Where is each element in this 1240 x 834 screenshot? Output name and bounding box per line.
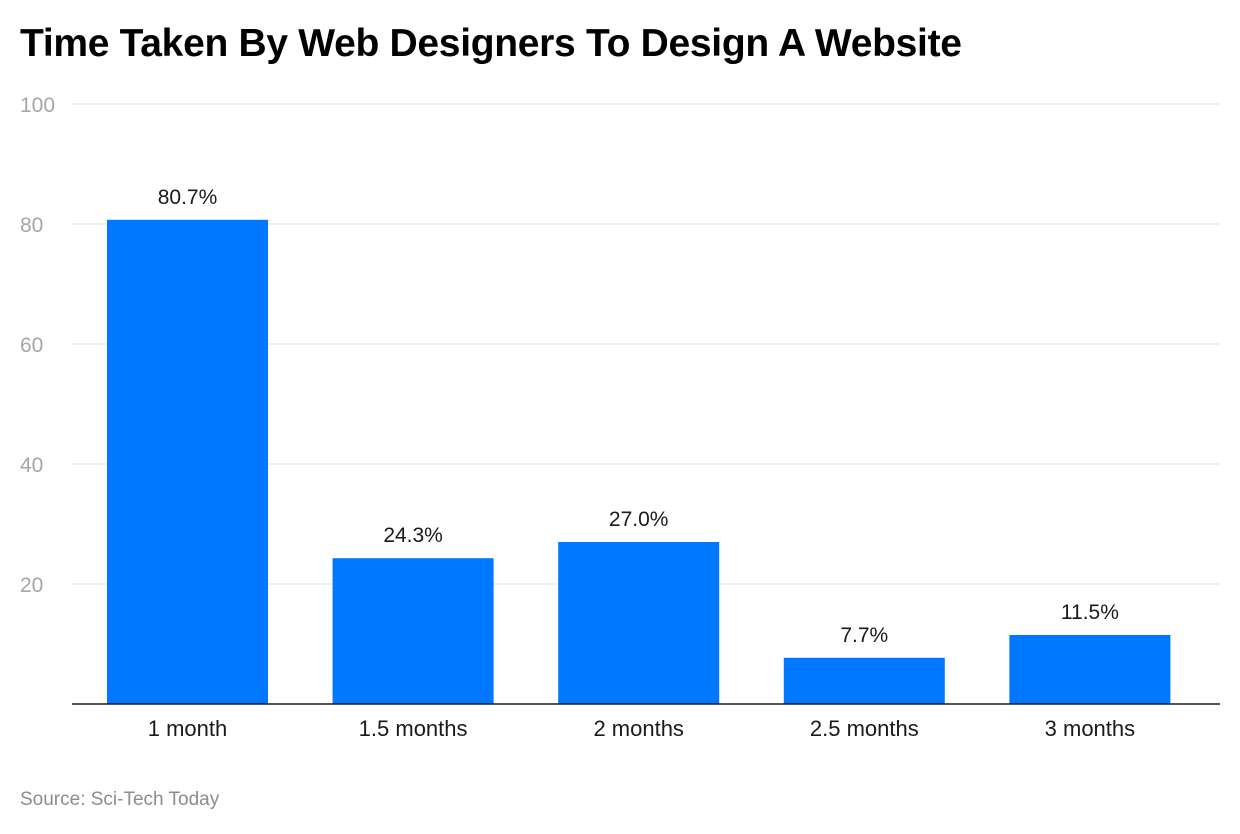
data-labels: 80.7% 24.3% 27.0% 7.7% 11.5% (158, 186, 1119, 647)
bars (107, 219, 1171, 705)
chart-title: Time Taken By Web Designers To Design A … (20, 22, 962, 65)
x-category-label: 2 months (593, 716, 684, 741)
bar (1009, 635, 1171, 704)
bar (783, 657, 945, 704)
data-label: 27.0% (609, 508, 669, 531)
bar (558, 542, 720, 704)
y-tick-label: 40 (20, 454, 43, 477)
data-label: 24.3% (383, 524, 443, 547)
data-label: 80.7% (158, 186, 218, 209)
source-note: Source: Sci-Tech Today (20, 789, 220, 810)
data-label: 11.5% (1061, 601, 1119, 624)
x-category-label: 3 months (1045, 716, 1136, 741)
x-category-label: 1.5 months (359, 716, 468, 741)
y-tick-label: 60 (20, 334, 43, 357)
x-category-label: 2.5 months (810, 716, 919, 741)
bar (332, 558, 494, 704)
bar (107, 219, 268, 705)
y-axis-ticks: 20 40 60 80 100 (20, 94, 55, 597)
y-tick-label: 20 (20, 574, 43, 597)
y-tick-label: 100 (20, 94, 55, 117)
x-category-label: 1 month (148, 716, 228, 741)
data-label: 7.7% (840, 624, 888, 647)
y-tick-label: 80 (20, 214, 43, 237)
x-axis-categories: 1 month 1.5 months 2 months 2.5 months 3 mon… (148, 716, 1135, 741)
